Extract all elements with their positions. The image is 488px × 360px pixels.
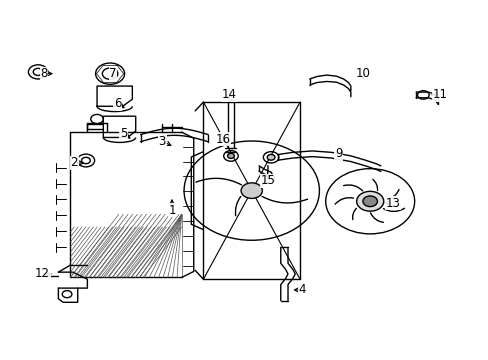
- Text: 1: 1: [168, 204, 175, 217]
- Text: 9: 9: [334, 147, 342, 160]
- Text: 10: 10: [355, 67, 369, 80]
- Text: 11: 11: [432, 89, 447, 102]
- Text: 13: 13: [385, 197, 400, 210]
- Text: 3: 3: [158, 135, 165, 148]
- Circle shape: [227, 153, 234, 158]
- Circle shape: [266, 154, 274, 160]
- Text: 8: 8: [40, 67, 47, 80]
- Text: 4: 4: [298, 283, 305, 296]
- Circle shape: [241, 183, 262, 198]
- Circle shape: [356, 192, 383, 211]
- Circle shape: [362, 196, 377, 207]
- Text: 7: 7: [109, 67, 117, 80]
- Text: 2: 2: [70, 157, 78, 170]
- Text: 15: 15: [260, 174, 275, 187]
- Text: 12: 12: [35, 267, 50, 280]
- Text: 5: 5: [120, 127, 127, 140]
- Text: 16: 16: [215, 133, 230, 146]
- Text: 6: 6: [114, 97, 122, 110]
- Text: 14: 14: [221, 89, 236, 102]
